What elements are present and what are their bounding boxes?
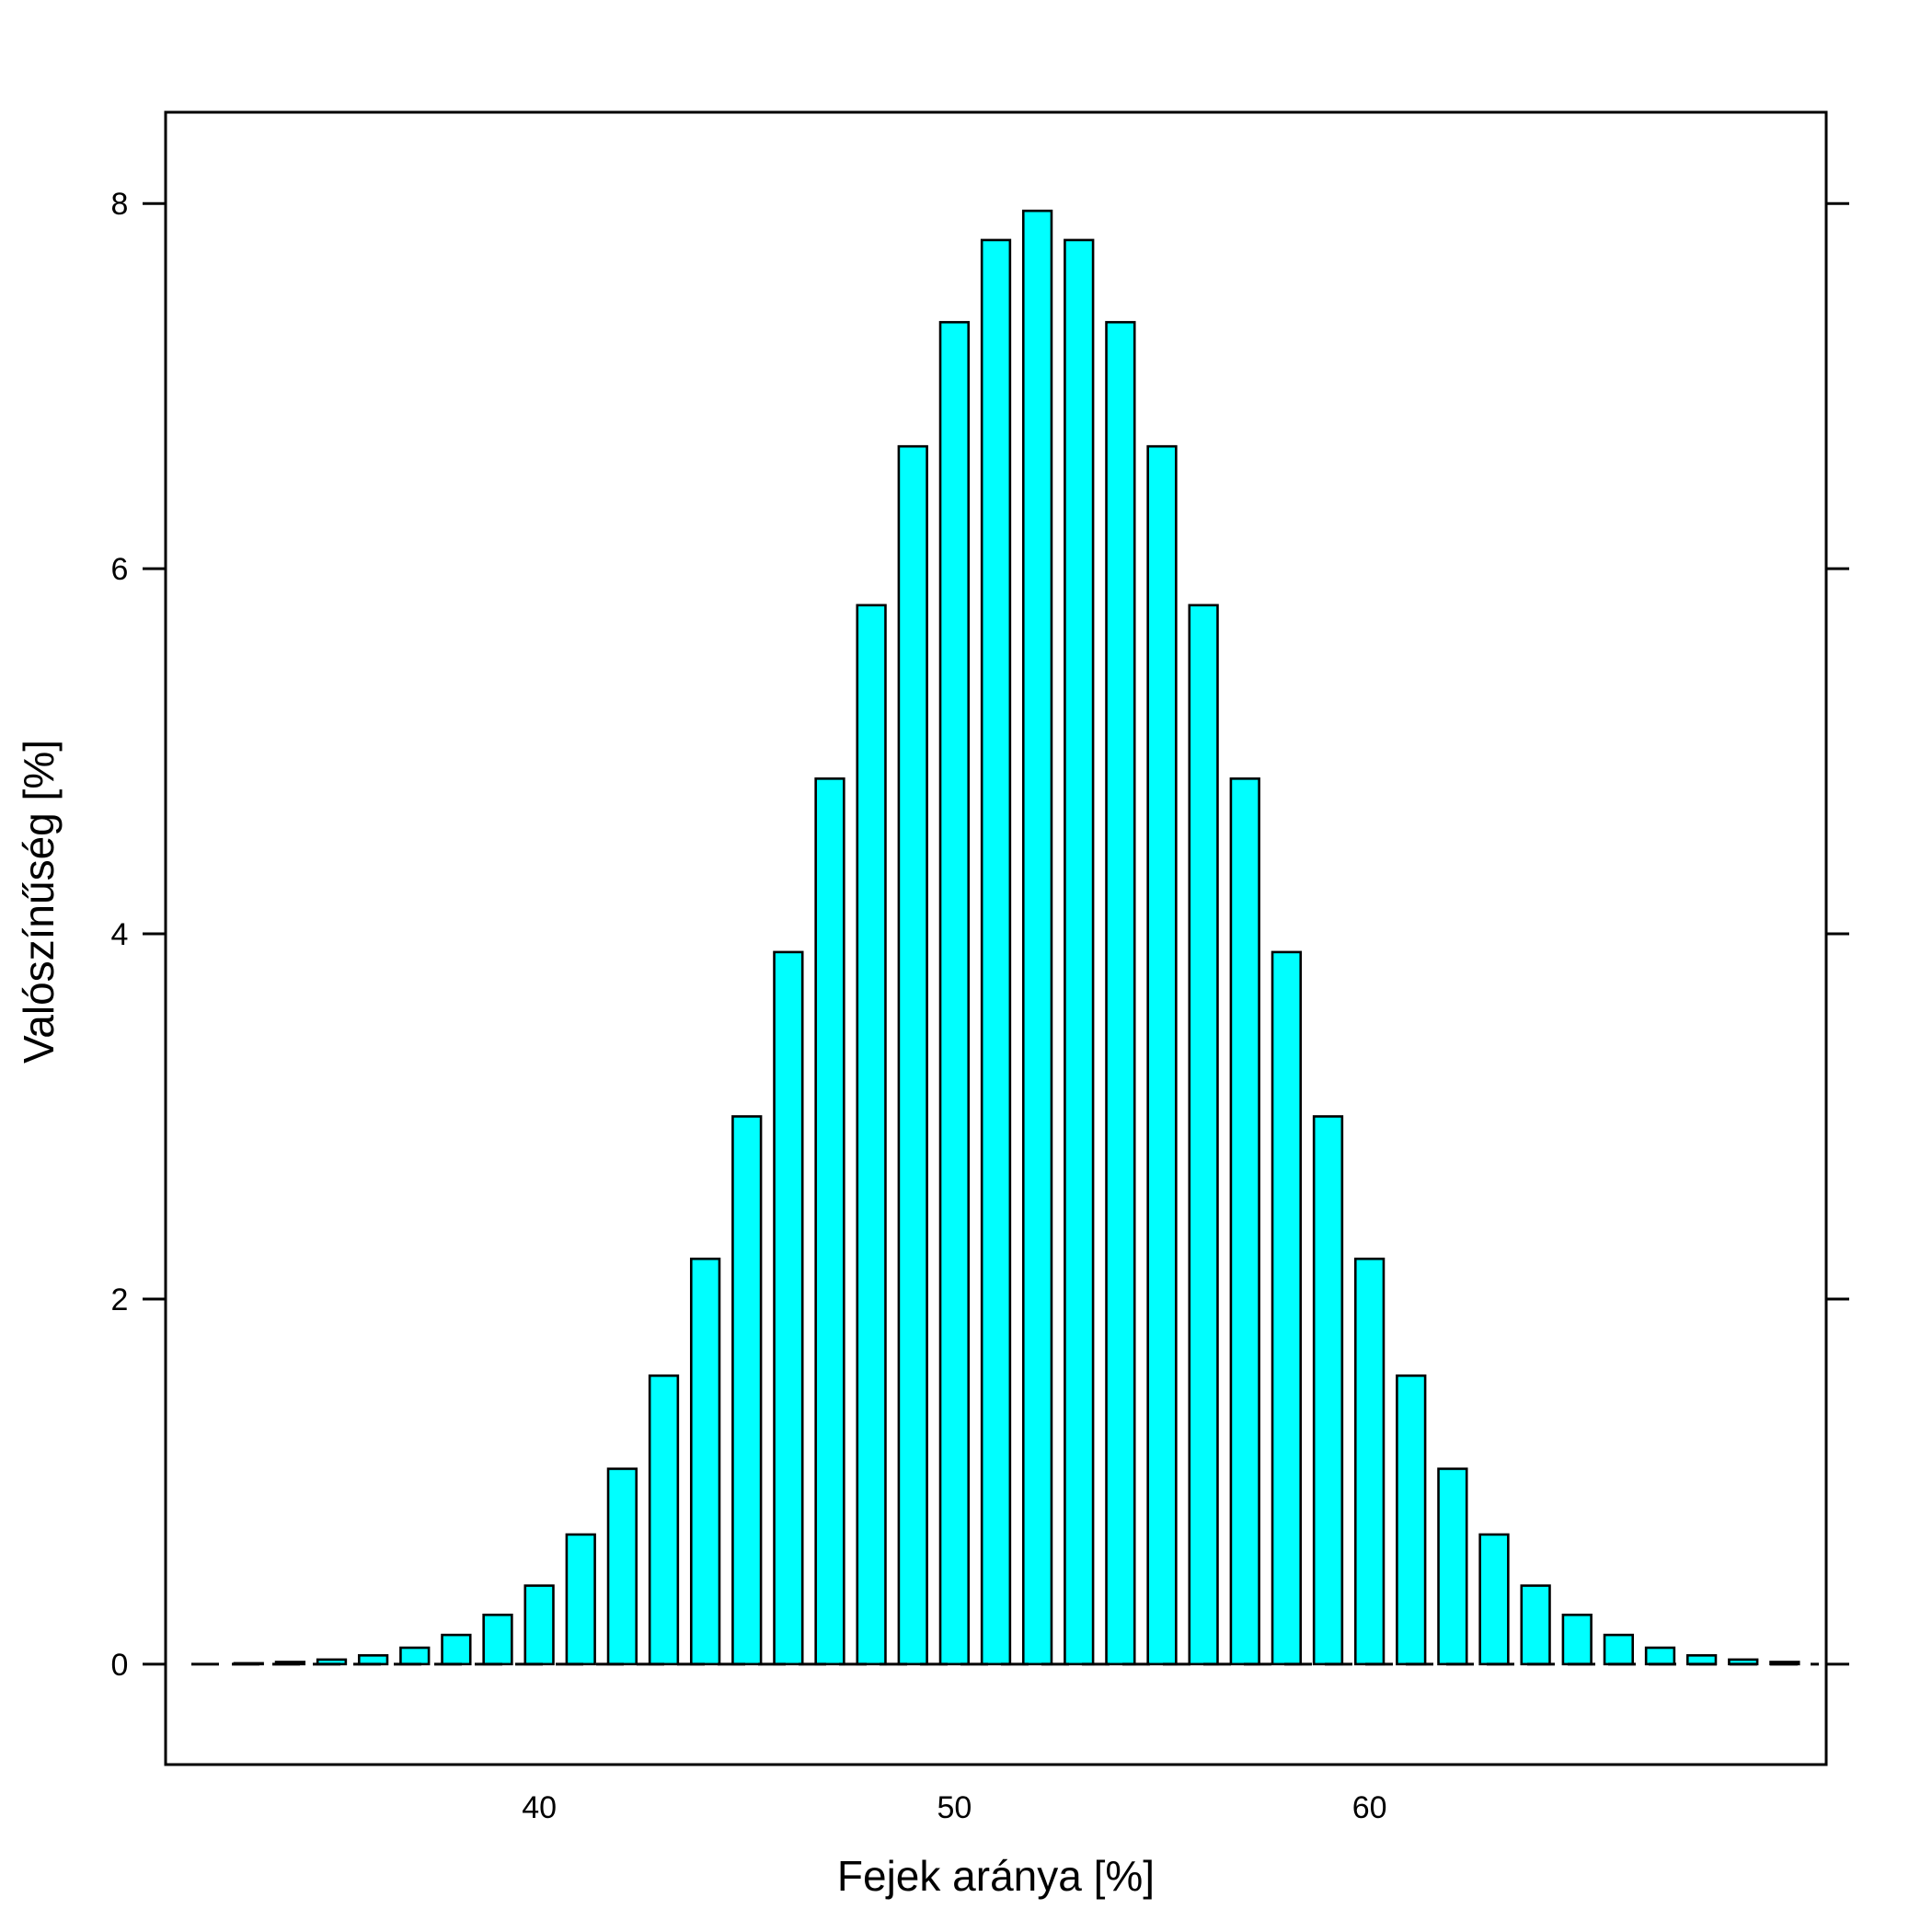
x-tick-label: 50	[937, 1790, 972, 1825]
x-axis-title: Fejek aránya [%]	[837, 1852, 1155, 1900]
bar	[1312, 1115, 1344, 1666]
bar	[731, 1115, 763, 1666]
bar	[606, 1467, 638, 1666]
y-tick-label: 6	[111, 552, 129, 587]
bar	[482, 1613, 513, 1666]
bar	[689, 1257, 721, 1666]
bar	[1271, 950, 1303, 1666]
bar	[1603, 1633, 1635, 1666]
bar	[938, 320, 971, 1666]
bar	[980, 238, 1012, 1666]
bar	[1396, 1374, 1427, 1666]
bar	[1064, 238, 1095, 1666]
bar	[1188, 604, 1219, 1666]
bar	[1105, 320, 1136, 1666]
bar	[1229, 777, 1260, 1666]
bar	[1353, 1257, 1386, 1666]
y-axis-title: Valószínűség [%]	[15, 740, 63, 1064]
y-tick-label: 0	[111, 1648, 129, 1683]
y-tick-label: 8	[111, 187, 129, 222]
x-tick-label: 60	[1352, 1790, 1387, 1825]
bar	[1644, 1646, 1676, 1666]
bar	[441, 1633, 472, 1666]
bar	[1021, 209, 1053, 1666]
bar	[1146, 444, 1178, 1666]
bar	[773, 950, 804, 1666]
bar	[399, 1646, 431, 1666]
y-tick-label: 2	[111, 1282, 129, 1317]
bar	[1478, 1533, 1510, 1666]
bar	[856, 604, 887, 1666]
plot-frame	[164, 110, 1828, 1766]
bar	[897, 444, 928, 1666]
bar	[814, 777, 845, 1666]
x-tick-label: 40	[522, 1790, 557, 1825]
axes-layer: 0 2 4 6 8 40 50 60	[111, 187, 1849, 1825]
bar	[648, 1374, 680, 1666]
bar	[523, 1584, 555, 1666]
bar	[1520, 1584, 1551, 1666]
bar	[1561, 1613, 1593, 1666]
bars-layer	[233, 209, 1800, 1666]
bar	[1437, 1467, 1468, 1666]
bar	[565, 1533, 596, 1666]
y-tick-label: 4	[111, 917, 129, 952]
